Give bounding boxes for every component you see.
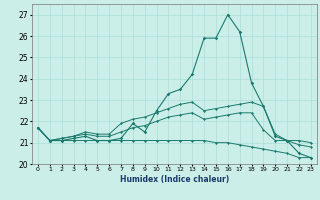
- X-axis label: Humidex (Indice chaleur): Humidex (Indice chaleur): [120, 175, 229, 184]
